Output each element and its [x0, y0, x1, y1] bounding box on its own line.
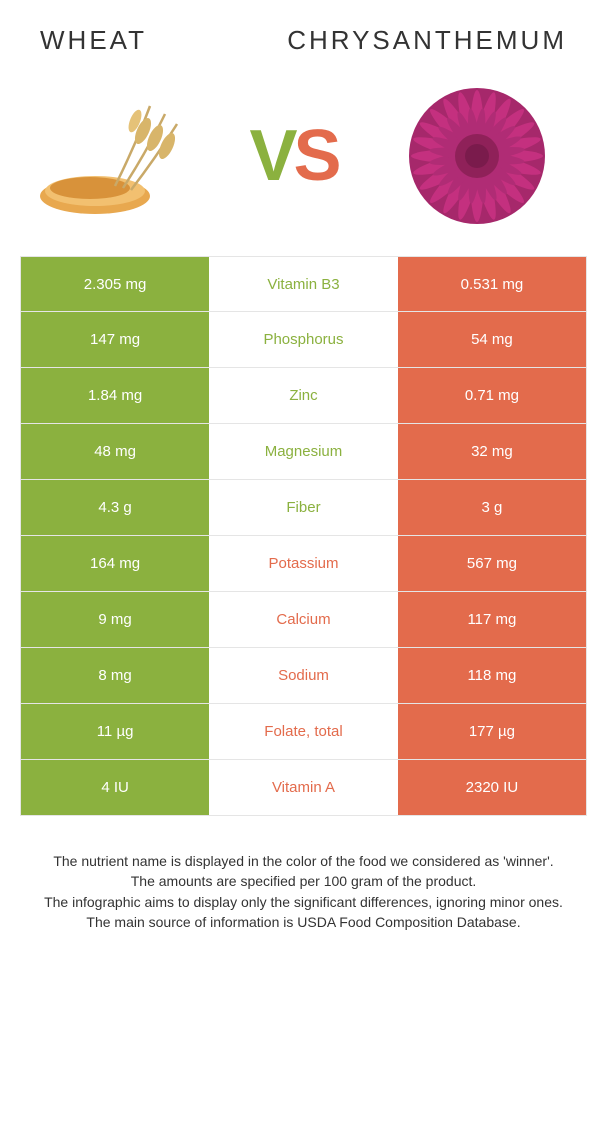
table-row: 4.3 gFiber3 g	[20, 480, 587, 536]
wheat-image	[30, 81, 190, 231]
cell-left-value: 2.305 mg	[21, 257, 209, 311]
header: Wheat Chrysanthemum	[0, 0, 607, 66]
table-row: 147 mgPhosphorus54 mg	[20, 312, 587, 368]
cell-left-value: 164 mg	[21, 536, 209, 591]
cell-right-value: 32 mg	[398, 424, 586, 479]
cell-nutrient-name: Phosphorus	[209, 312, 398, 367]
table-row: 9 mgCalcium117 mg	[20, 592, 587, 648]
cell-left-value: 4.3 g	[21, 480, 209, 535]
cell-right-value: 0.71 mg	[398, 368, 586, 423]
vs-label: VS	[249, 115, 337, 197]
cell-nutrient-name: Sodium	[209, 648, 398, 703]
cell-nutrient-name: Zinc	[209, 368, 398, 423]
cell-right-value: 2320 IU	[398, 760, 586, 815]
table-row: 48 mgMagnesium32 mg	[20, 424, 587, 480]
nutrient-table: 2.305 mgVitamin B30.531 mg147 mgPhosphor…	[20, 256, 587, 816]
table-row: 1.84 mgZinc0.71 mg	[20, 368, 587, 424]
chrysanthemum-image	[397, 81, 557, 231]
cell-left-value: 11 µg	[21, 704, 209, 759]
cell-left-value: 147 mg	[21, 312, 209, 367]
cell-nutrient-name: Folate, total	[209, 704, 398, 759]
cell-left-value: 8 mg	[21, 648, 209, 703]
table-row: 11 µgFolate, total177 µg	[20, 704, 587, 760]
table-row: 164 mgPotassium567 mg	[20, 536, 587, 592]
vs-s: S	[294, 116, 338, 196]
footer-line-1: The nutrient name is displayed in the co…	[15, 851, 592, 871]
footer-line-2: The amounts are specified per 100 gram o…	[15, 871, 592, 891]
footer-line-4: The main source of information is USDA F…	[15, 912, 592, 932]
cell-right-value: 117 mg	[398, 592, 586, 647]
cell-right-value: 567 mg	[398, 536, 586, 591]
cell-left-value: 1.84 mg	[21, 368, 209, 423]
cell-right-value: 177 µg	[398, 704, 586, 759]
cell-right-value: 0.531 mg	[398, 257, 586, 311]
vs-v: V	[249, 116, 293, 196]
cell-left-value: 9 mg	[21, 592, 209, 647]
cell-nutrient-name: Potassium	[209, 536, 398, 591]
cell-left-value: 48 mg	[21, 424, 209, 479]
title-right: Chrysanthemum	[287, 25, 567, 56]
cell-nutrient-name: Fiber	[209, 480, 398, 535]
table-row: 4 IUVitamin A2320 IU	[20, 760, 587, 816]
cell-nutrient-name: Vitamin A	[209, 760, 398, 815]
cell-right-value: 118 mg	[398, 648, 586, 703]
cell-nutrient-name: Magnesium	[209, 424, 398, 479]
cell-right-value: 3 g	[398, 480, 586, 535]
footer: The nutrient name is displayed in the co…	[0, 851, 607, 932]
footer-line-3: The infographic aims to display only the…	[15, 892, 592, 912]
table-row: 2.305 mgVitamin B30.531 mg	[20, 256, 587, 312]
images-row: VS	[0, 66, 607, 256]
cell-nutrient-name: Calcium	[209, 592, 398, 647]
cell-right-value: 54 mg	[398, 312, 586, 367]
title-left: Wheat	[40, 25, 147, 56]
table-row: 8 mgSodium118 mg	[20, 648, 587, 704]
cell-nutrient-name: Vitamin B3	[209, 257, 398, 311]
cell-left-value: 4 IU	[21, 760, 209, 815]
